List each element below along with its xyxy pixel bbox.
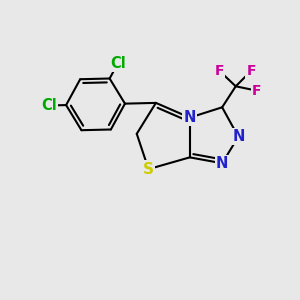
Text: F: F — [252, 84, 262, 98]
Text: F: F — [215, 64, 224, 78]
Text: N: N — [232, 129, 244, 144]
Text: Cl: Cl — [110, 56, 126, 71]
Text: S: S — [143, 162, 154, 177]
Text: F: F — [246, 64, 256, 78]
Text: N: N — [184, 110, 196, 125]
Text: Cl: Cl — [41, 98, 57, 113]
Text: N: N — [216, 156, 228, 171]
